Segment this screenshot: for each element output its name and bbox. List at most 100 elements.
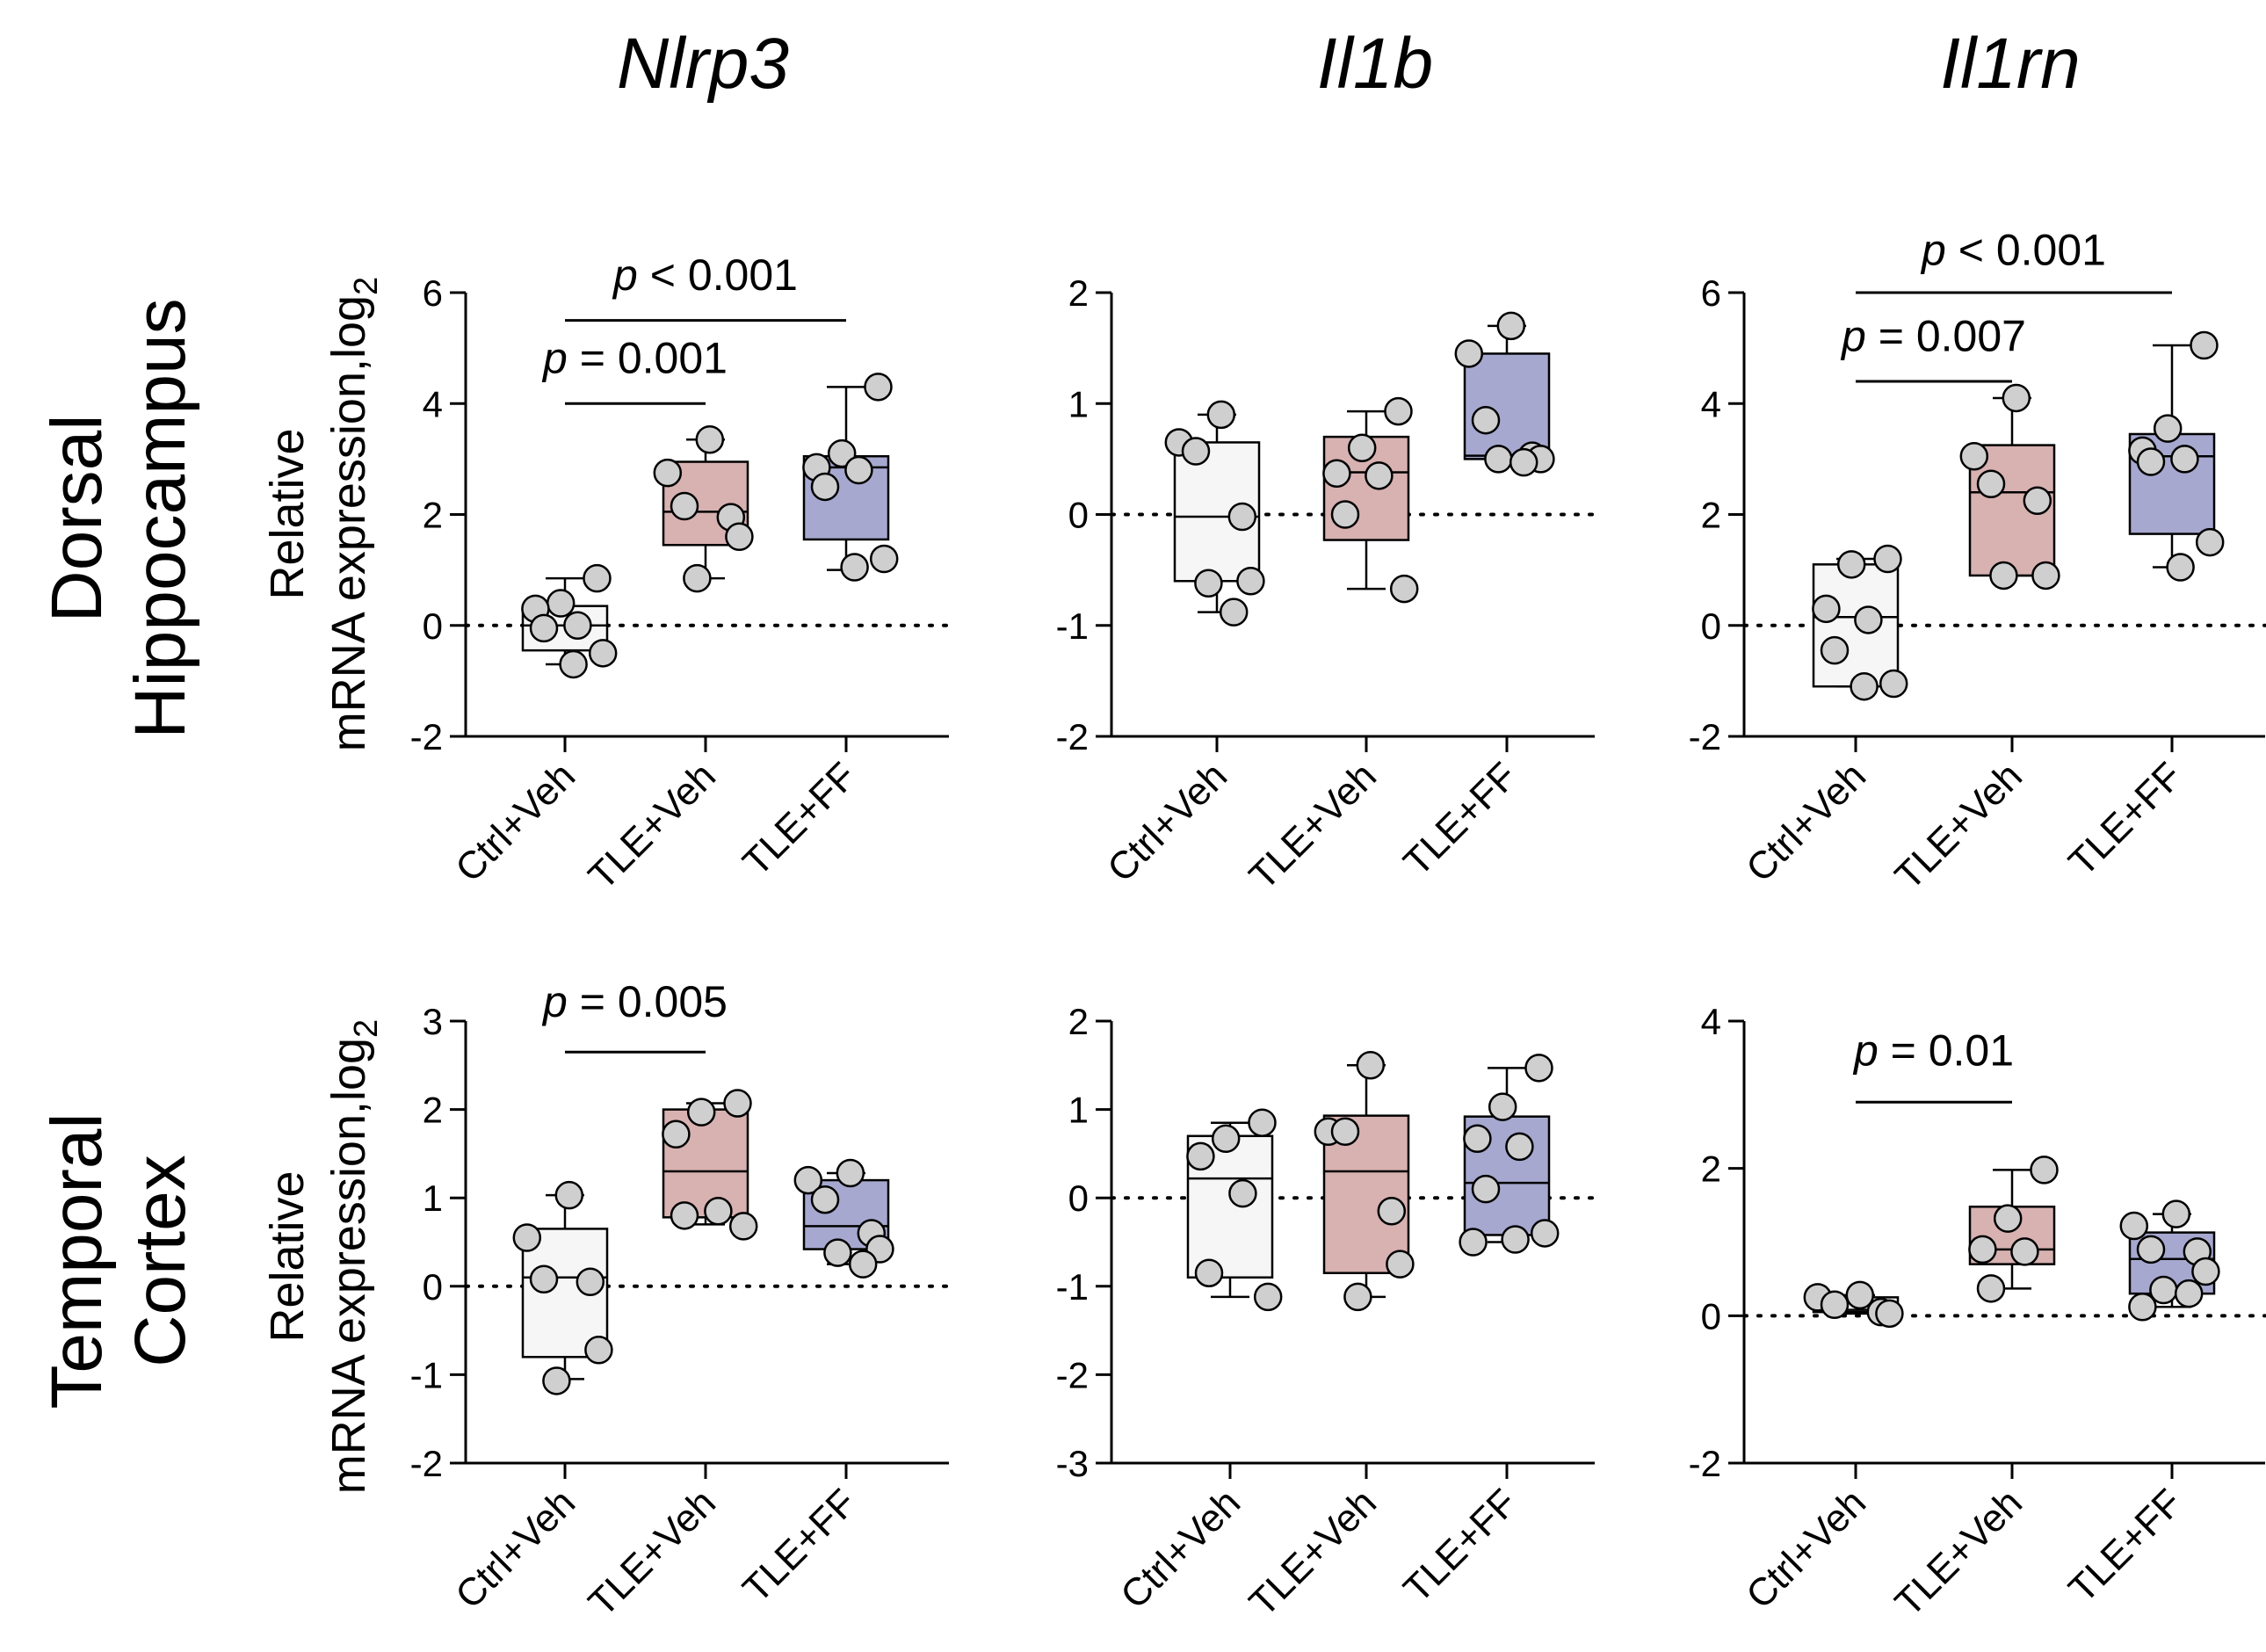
data-point	[584, 1335, 613, 1365]
data-point	[1471, 1174, 1501, 1204]
y-tick-label: 2	[1068, 1001, 1089, 1042]
data-point	[1386, 1250, 1415, 1279]
data-point	[2191, 1257, 2220, 1286]
data-point	[583, 563, 612, 593]
y-tick-label: -3	[1056, 1443, 1089, 1484]
data-point	[554, 1180, 584, 1210]
p-value-label: p = 0.007	[1840, 311, 2026, 360]
box-group-tle-veh	[662, 1089, 758, 1241]
data-point	[2153, 414, 2183, 443]
data-point	[529, 1264, 559, 1294]
y-tick-label: 0	[1068, 1177, 1089, 1219]
data-point	[1875, 1299, 1904, 1329]
y-tick-label: 0	[1701, 1295, 1721, 1337]
y-axis-label-row2: Relative mRNA expression,log2	[261, 1019, 385, 1494]
x-tick-label: TLE+FF	[735, 754, 865, 884]
data-point	[670, 491, 699, 521]
y-axis-label-line1: Relative	[261, 428, 314, 599]
data-point	[2170, 445, 2199, 474]
data-point	[1219, 598, 1249, 627]
box-group-tle-ff	[2128, 330, 2225, 582]
box-group-tle-veh	[1314, 1051, 1415, 1312]
data-point	[2166, 553, 2195, 582]
box-group-tle-ff	[793, 1158, 894, 1279]
data-point	[728, 1212, 758, 1241]
data-point	[1365, 461, 1394, 490]
y-axis-label-main: mRNA expression,log	[322, 295, 375, 751]
box-group-ctrl-veh	[1186, 1108, 1283, 1312]
data-point	[1228, 1178, 1257, 1208]
data-point	[836, 1158, 865, 1188]
data-point	[1812, 594, 1841, 624]
p-symbol: p	[1920, 225, 1946, 274]
row-title-line1: Dorsal	[37, 415, 117, 623]
data-point	[864, 373, 893, 402]
p-symbol: p	[1840, 311, 1866, 360]
row-title-temporal-cortex: Temporal Cortex	[37, 1112, 200, 1409]
data-point	[1530, 1219, 1560, 1248]
data-point	[1496, 311, 1526, 341]
data-point	[810, 472, 840, 502]
box-group-tle-ff	[1454, 311, 1555, 477]
box-group-ctrl-veh	[512, 1180, 613, 1395]
x-tick-label: Ctrl+Veh	[447, 1481, 583, 1617]
data-point	[2190, 330, 2219, 360]
box-group-ctrl-veh	[1803, 1280, 1904, 1329]
y-axis-label-main: mRNA expression,log	[322, 1038, 375, 1494]
data-point	[1993, 1204, 2023, 1233]
data-point	[1454, 339, 1484, 368]
row-title-line2: Cortex	[120, 1155, 200, 1367]
data-point	[1501, 1225, 1530, 1254]
x-tick-label: TLE+FF	[1395, 754, 1525, 884]
column-title-il1rn: Il1rn	[1940, 24, 2081, 104]
p-value-text: = 0.005	[568, 977, 728, 1026]
data-point	[1330, 1117, 1360, 1146]
data-point	[576, 1267, 605, 1297]
row-title-line2: Hippocampus	[120, 298, 200, 738]
p-symbol: p	[541, 334, 568, 383]
y-tick-label: 2	[1701, 495, 1721, 536]
data-point	[1347, 433, 1377, 462]
data-point	[793, 1165, 823, 1195]
y-tick-label: -2	[1056, 1354, 1089, 1395]
y-axis-label-line2: mRNA expression,log2	[322, 1019, 385, 1494]
y-tick-label: 6	[1701, 272, 1721, 314]
data-point	[542, 1366, 571, 1395]
y-tick-label: 1	[1068, 383, 1089, 424]
data-point	[653, 458, 683, 488]
data-point	[1194, 1258, 1224, 1287]
significance-annotation: p = 0.005	[541, 977, 728, 1054]
p-symbol: p	[1852, 1025, 1879, 1075]
box-group-ctrl-veh	[1812, 544, 1908, 701]
data-point	[2119, 1211, 2149, 1241]
data-point	[529, 613, 559, 643]
data-point	[1343, 1282, 1372, 1312]
data-point	[1524, 1054, 1553, 1083]
y-tick-label: 4	[1701, 1001, 1721, 1042]
data-point	[686, 1098, 716, 1127]
p-value-text: = 0.001	[568, 334, 728, 383]
y-tick-label: 6	[423, 272, 443, 314]
panel-temporal-il1rn: -2 0 2 4 Ctrl+Veh TLE+Veh TLE+FF p = 0.01	[1689, 1001, 2266, 1625]
data-point	[2031, 561, 2060, 591]
y-tick-label: 2	[1701, 1148, 1721, 1190]
data-point	[559, 649, 588, 679]
data-point	[2195, 527, 2225, 557]
data-point	[1459, 1228, 1488, 1257]
p-value-text: < 0.001	[638, 250, 798, 300]
y-tick-label: 4	[1701, 383, 1721, 424]
box-group-tle-veh	[1968, 1156, 2059, 1303]
data-point	[1845, 1280, 1875, 1310]
p-value-label: p < 0.001	[1920, 225, 2106, 274]
x-tick-label: TLE+Veh	[1887, 1481, 2031, 1625]
x-tick-label: TLE+Veh	[1242, 754, 1386, 898]
significance-annotation: p < 0.001	[1856, 225, 2172, 294]
data-point	[1206, 400, 1236, 430]
column-title-nlrp3: Nlrp3	[617, 24, 789, 104]
x-tick-label: TLE+FF	[1395, 1481, 1525, 1611]
data-point	[1194, 569, 1223, 598]
box-group-tle-ff	[1459, 1054, 1560, 1257]
panel-dorsal-il1b: -2 -1 0 1 2 Ctrl+Veh TLE+Veh TLE+FF	[1056, 272, 1596, 898]
significance-annotation: p < 0.001	[565, 250, 846, 322]
